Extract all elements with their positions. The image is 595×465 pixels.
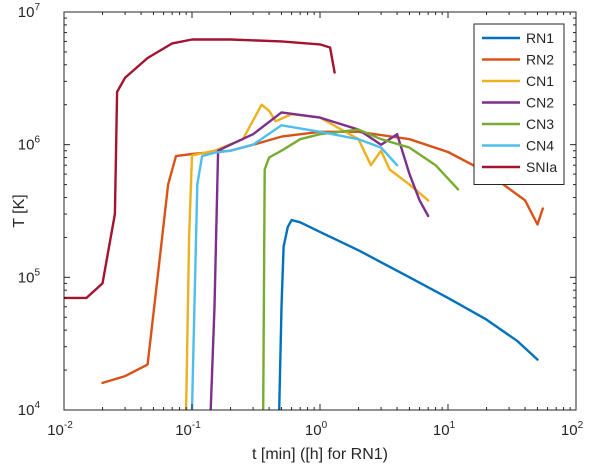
series-line-cn3 [262, 128, 460, 410]
series-line-cn2 [209, 111, 430, 410]
x-axis-label: t [min] ([h] for RN1) [252, 446, 388, 463]
series-line-snia [64, 38, 336, 300]
legend-label-rn2: RN2 [526, 52, 554, 68]
legend-box [473, 23, 565, 185]
y-tick-label: 104 [18, 400, 41, 419]
x-tick-label: 101 [433, 420, 456, 439]
legend-label-cn2: CN2 [526, 95, 554, 111]
x-tick-label: 10-2 [47, 420, 73, 439]
legend-label-cn1: CN1 [526, 73, 554, 89]
legend-label-rn1: RN1 [526, 30, 554, 46]
legend: RN1 RN2 CN1 CN2 CN3 CN4 SNIa [473, 23, 565, 185]
x-tick-label: 102 [561, 420, 584, 439]
legend-label-cn4: CN4 [526, 138, 554, 154]
y-axis-label: T [K] [11, 194, 28, 228]
legend-label-cn3: CN3 [526, 116, 554, 132]
y-tick-label: 107 [18, 2, 41, 21]
x-tick-label: 100 [305, 420, 328, 439]
tick-layer: 10-2 10-1 100 101 102 104 105 106 107 [18, 2, 584, 439]
series-line-cn1 [184, 103, 430, 410]
x-tick-label: 10-1 [175, 420, 201, 439]
series-line-rn1 [278, 218, 539, 410]
y-tick-label: 106 [18, 135, 41, 154]
series-line-cn4 [190, 124, 399, 410]
legend-label-snia: SNIa [526, 159, 557, 175]
y-tick-label: 105 [18, 267, 41, 286]
series-layer [64, 38, 544, 410]
